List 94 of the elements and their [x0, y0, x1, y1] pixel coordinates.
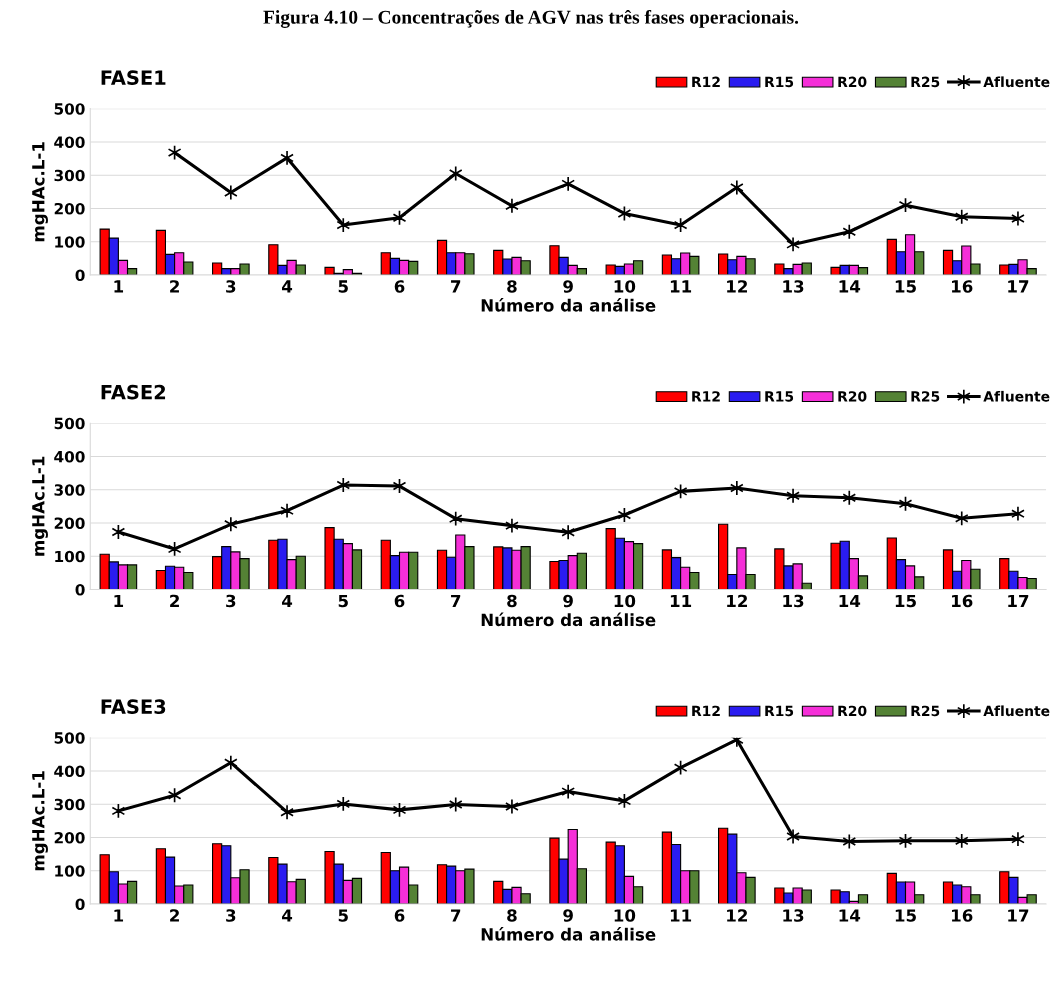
y-tick-label: 300 [54, 169, 85, 182]
x-tick-label: 2 [170, 909, 179, 922]
x-tick-label: 1 [114, 594, 124, 608]
x-tick-label: 7 [451, 594, 461, 608]
x-tick-label: 14 [839, 280, 861, 293]
x-tick-label: 10 [614, 594, 636, 608]
x-tick-label: 8 [507, 280, 517, 293]
x-tick-label: 5 [338, 594, 348, 608]
x-axis-title: Número da análise [481, 298, 656, 312]
x-tick-label: 11 [670, 909, 692, 922]
y-tick-label: 200 [54, 202, 85, 215]
y-tick-label: 100 [55, 550, 85, 563]
legend-label: R20 [838, 76, 867, 88]
legend-label: Afluente [983, 705, 1050, 717]
y-axis-title: mgHAc.L-1 [32, 142, 48, 242]
legend-label: R12 [692, 391, 720, 402]
legend-label: R20 [838, 705, 867, 717]
text: Figura 4.10 – Concentrações de AGV nas três fases operacionais. [263, 9, 799, 28]
chart-title: FASE3 [101, 699, 166, 714]
x-tick-label: 10 [614, 909, 636, 922]
x-tick-label: 4 [282, 280, 293, 293]
legend-label: R12 [692, 76, 720, 87]
x-tick-label: 16 [952, 594, 973, 608]
y-tick-label: 400 [54, 136, 85, 148]
x-tick-label: 7 [451, 909, 461, 922]
y-tick-label: 100 [55, 236, 85, 248]
legend-label: Afluente [983, 390, 1050, 402]
x-tick-label: 3 [226, 280, 236, 293]
chart-title: FASE2 [101, 384, 166, 400]
x-tick-label: 17 [1008, 280, 1029, 293]
y-tick-label: 400 [54, 765, 85, 777]
x-tick-label: 9 [563, 280, 573, 293]
x-tick-label: 1 [114, 909, 124, 922]
x-tick-label: 12 [727, 280, 747, 293]
x-tick-label: 7 [451, 280, 461, 293]
x-axis-title: Número da análise [481, 927, 656, 941]
x-axis-title: Número da análise [481, 612, 656, 627]
x-tick-label: 13 [783, 909, 804, 922]
y-tick-label: 500 [54, 732, 85, 744]
x-tick-label: 16 [952, 909, 973, 922]
legend-label: R12 [692, 705, 720, 716]
y-tick-label: 0 [75, 898, 85, 911]
legend-label: Afluente [983, 76, 1050, 88]
chart-title: FASE1 [101, 70, 166, 85]
x-tick-label: 3 [226, 594, 236, 608]
x-tick-label: 13 [783, 594, 804, 608]
x-tick-label: 12 [727, 909, 747, 922]
legend-label: R25 [911, 391, 940, 402]
x-tick-label: 8 [507, 909, 517, 922]
x-tick-label: 6 [394, 280, 405, 293]
x-tick-label: 5 [338, 280, 348, 293]
x-tick-label: 6 [394, 594, 405, 608]
y-tick-label: 200 [54, 517, 85, 529]
x-tick-label: 9 [563, 594, 573, 608]
x-tick-label: 15 [895, 594, 916, 608]
legend-label: R15 [765, 76, 794, 88]
x-tick-label: 3 [226, 909, 236, 922]
x-tick-label: 14 [839, 594, 861, 608]
x-tick-label: 16 [952, 280, 973, 293]
y-tick-label: 0 [75, 583, 85, 596]
x-tick-label: 10 [614, 280, 636, 293]
x-tick-label: 13 [783, 280, 804, 293]
x-tick-label: 17 [1008, 594, 1029, 608]
x-tick-label: 6 [394, 909, 405, 922]
y-tick-label: 500 [54, 103, 85, 115]
x-tick-label: 12 [727, 594, 747, 608]
x-tick-label: 4 [282, 909, 293, 922]
x-tick-label: 4 [282, 594, 293, 608]
x-tick-label: 15 [895, 280, 916, 293]
y-tick-label: 0 [75, 269, 85, 282]
y-tick-label: 100 [55, 865, 85, 877]
y-tick-label: 300 [54, 798, 85, 811]
y-axis-title: mgHAc.L-1 [32, 456, 48, 556]
y-tick-label: 400 [54, 450, 85, 463]
x-tick-label: 5 [338, 909, 348, 922]
x-tick-label: 15 [895, 909, 916, 922]
legend-label: R25 [911, 705, 940, 717]
legend-label: R25 [911, 76, 940, 88]
x-tick-label: 14 [839, 909, 861, 922]
legend-label: R15 [765, 391, 794, 402]
x-tick-label: 11 [670, 594, 692, 608]
y-tick-label: 300 [54, 484, 85, 496]
x-tick-label: 8 [507, 594, 517, 608]
x-tick-label: 17 [1008, 909, 1029, 922]
legend-label: R20 [838, 391, 867, 402]
y-tick-label: 200 [54, 831, 85, 844]
x-tick-label: 1 [114, 280, 124, 293]
x-tick-label: 2 [170, 280, 179, 293]
legend-label: R15 [765, 705, 794, 717]
x-tick-label: 2 [170, 594, 179, 608]
x-tick-label: 9 [563, 909, 573, 922]
x-tick-label: 11 [670, 280, 692, 293]
y-tick-label: 500 [54, 417, 85, 430]
y-axis-title: mgHAc.L-1 [32, 771, 48, 871]
